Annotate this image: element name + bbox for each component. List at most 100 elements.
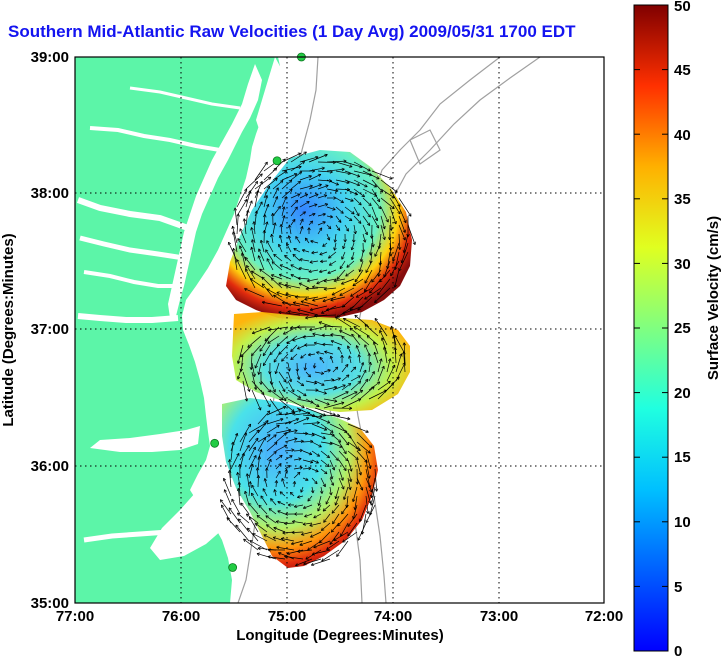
current-vector-head: [408, 214, 412, 217]
current-vector-head: [336, 366, 339, 370]
current-vector-head: [297, 471, 301, 474]
current-vector-head: [302, 524, 306, 526]
current-vector-head: [346, 264, 349, 268]
current-vector-head: [288, 379, 292, 383]
current-vector-head: [286, 551, 290, 555]
current-vector: [246, 513, 259, 524]
current-vector-head: [251, 239, 253, 243]
current-vector-head: [322, 484, 326, 488]
current-vector-head: [345, 443, 349, 446]
current-vector-head: [261, 173, 263, 177]
current-vector: [239, 445, 250, 461]
current-vector: [264, 326, 280, 342]
current-vector-head: [232, 441, 235, 445]
current-vector: [281, 215, 285, 226]
current-vector: [353, 326, 370, 337]
current-vector: [239, 432, 247, 452]
current-vector: [362, 233, 366, 243]
current-vector: [284, 438, 298, 443]
current-vector: [354, 269, 364, 283]
current-vector: [278, 243, 283, 253]
current-vector-head: [355, 458, 359, 460]
current-vector: [273, 294, 292, 307]
current-vector: [332, 384, 346, 391]
current-vector: [303, 504, 313, 509]
current-vector: [254, 210, 257, 226]
current-vector-head: [337, 457, 339, 461]
current-vector-head: [290, 455, 293, 459]
current-vector-head: [387, 266, 390, 270]
current-vector: [293, 417, 310, 425]
current-vector-head: [315, 156, 319, 160]
current-vector: [314, 371, 324, 375]
current-vector-head: [276, 480, 279, 484]
current-vector-head: [366, 429, 369, 433]
current-vector-head: [322, 243, 325, 247]
current-vector-head: [347, 345, 351, 348]
current-vector-head: [400, 259, 402, 263]
current-vector: [285, 284, 301, 289]
albemarle-sound: [90, 426, 200, 452]
current-vector: [353, 224, 356, 234]
current-vector: [380, 179, 398, 193]
current-vector-head: [238, 518, 240, 522]
current-vector-head: [273, 434, 277, 436]
current-vector-head: [325, 203, 329, 207]
current-vector: [362, 179, 377, 188]
current-vector-head: [360, 201, 362, 206]
current-vector: [254, 176, 272, 190]
current-vector-head: [356, 345, 360, 348]
current-vector-head: [350, 247, 352, 251]
current-vector-head: [312, 365, 315, 369]
current-vector-head: [252, 333, 256, 335]
current-vector-head: [271, 233, 274, 237]
current-vector: [329, 459, 335, 471]
current-vector: [257, 456, 260, 470]
current-vector-head: [262, 488, 266, 491]
current-vector-head: [294, 481, 297, 485]
current-vector-head: [239, 228, 243, 231]
current-vector-head: [290, 491, 294, 494]
current-vector-head: [360, 362, 364, 365]
current-vector-head: [309, 307, 313, 311]
current-vector: [338, 477, 345, 490]
current-vector: [380, 197, 395, 209]
current-vector-head: [321, 558, 324, 562]
current-vector-head: [294, 512, 298, 515]
current-vector-head: [264, 230, 267, 234]
current-vector: [257, 420, 269, 434]
current-vector-head: [321, 310, 324, 314]
current-vector-head: [244, 491, 246, 495]
current-vector: [347, 441, 361, 451]
current-vector-head: [278, 311, 282, 315]
current-vector-head: [228, 241, 232, 245]
current-vector-head: [336, 228, 340, 231]
current-vector-head: [324, 391, 327, 394]
current-vector-head: [298, 458, 302, 461]
current-vector: [381, 337, 388, 355]
current-vector-head: [233, 207, 236, 211]
current-vector-head: [374, 184, 377, 188]
current-vector: [322, 504, 331, 512]
current-vector-head: [290, 358, 294, 361]
current-vector-head: [399, 246, 402, 250]
current-vector-head: [351, 257, 355, 261]
current-vector-head: [302, 211, 306, 213]
current-vector: [290, 151, 307, 163]
current-vector: [236, 259, 247, 280]
current-vector-head: [299, 395, 302, 399]
x-tick-label: 77:00: [56, 608, 94, 625]
current-vector-head: [317, 509, 321, 512]
current-vector: [371, 179, 384, 193]
current-vector-head: [366, 335, 369, 339]
current-vector: [368, 371, 375, 382]
current-vector-head: [308, 466, 312, 469]
current-vector-head: [307, 201, 310, 205]
current-vector-head: [278, 351, 280, 355]
current-vector-head: [374, 299, 376, 303]
current-vector-head: [350, 478, 353, 482]
current-vector: [278, 282, 292, 289]
current-vector: [293, 467, 303, 470]
current-vector: [350, 381, 361, 391]
current-vector: [248, 481, 251, 497]
